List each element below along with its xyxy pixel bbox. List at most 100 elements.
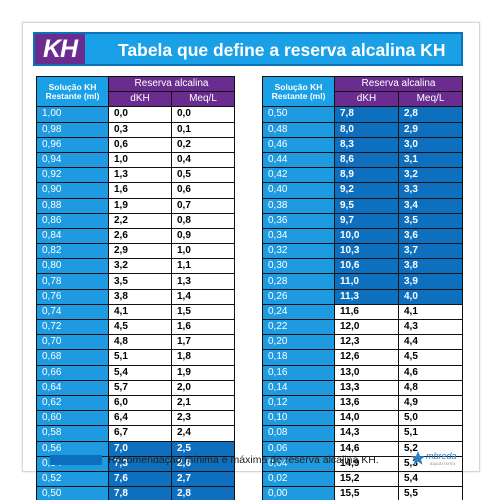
column-header-dkh: dKH <box>334 91 399 108</box>
table-row: 1,00 0,0 0,0 <box>36 106 235 123</box>
table-row: 0,80 3,2 1,1 <box>36 258 235 275</box>
solution-cell: 0,72 <box>36 318 109 336</box>
meq-cell: 2,0 <box>171 379 235 396</box>
table-row: 0,84 2,6 0,9 <box>36 227 235 245</box>
solution-cell: 0,90 <box>36 182 109 199</box>
solution-cell: 0,08 <box>262 425 335 442</box>
dkh-cell: 15,5 <box>334 486 399 500</box>
solution-cell: 0,24 <box>262 303 335 321</box>
solution-cell: 0,16 <box>262 364 335 381</box>
column-header-reserve: Reserva alcalina <box>334 75 463 93</box>
dkh-cell: 2,9 <box>108 243 172 260</box>
column-header-solution: Solução KH Restante (ml) <box>262 75 335 108</box>
meq-cell: 3,2 <box>398 167 463 184</box>
meq-cell: 2,1 <box>171 394 235 412</box>
column-header-dkh: dKH <box>108 91 172 108</box>
table-row: 0,62 6,0 2,1 <box>36 394 235 412</box>
brand-tagline: aquarismo <box>430 461 456 466</box>
dkh-cell: 0,0 <box>108 106 172 123</box>
table-row: 0,90 1,6 0,6 <box>36 182 235 199</box>
solution-cell: 0,58 <box>36 425 109 442</box>
solution-cell: 0,14 <box>262 379 335 396</box>
dkh-cell: 2,6 <box>108 227 172 245</box>
dkh-cell: 8,9 <box>334 167 399 184</box>
meq-cell: 3,7 <box>398 243 463 260</box>
table-row: 0,44 8,6 3,1 <box>262 151 463 169</box>
solution-cell: 0,38 <box>262 197 335 214</box>
meq-cell: 2,9 <box>398 121 463 138</box>
table-row: 0,08 14,3 5,1 <box>262 425 463 442</box>
table-row: 0,18 12,6 4,5 <box>262 349 463 366</box>
table-row: 0,96 0,6 0,2 <box>36 136 235 153</box>
solution-cell: 0,18 <box>262 349 335 366</box>
solution-cell: 0,50 <box>36 486 109 500</box>
solution-cell: 0,42 <box>262 167 335 184</box>
dkh-cell: 5,1 <box>108 349 172 366</box>
dkh-cell: 12,6 <box>334 349 399 366</box>
meq-cell: 3,0 <box>398 136 463 153</box>
solution-cell: 0,56 <box>36 440 109 457</box>
meq-cell: 0,5 <box>171 167 235 184</box>
meq-cell: 4,0 <box>398 288 463 305</box>
meq-cell: 0,0 <box>171 106 235 123</box>
solution-cell: 0,60 <box>36 410 109 427</box>
meq-cell: 1,1 <box>171 258 235 275</box>
dkh-cell: 3,8 <box>108 288 172 305</box>
dkh-cell: 13,6 <box>334 394 399 412</box>
dkh-cell: 12,3 <box>334 334 399 351</box>
solution-cell: 0,52 <box>36 470 109 488</box>
dkh-cell: 15,2 <box>334 470 399 488</box>
column-header-reserve: Reserva alcalina <box>108 75 235 93</box>
table-row: 0,20 12,3 4,4 <box>262 334 463 351</box>
meq-cell: 0,6 <box>171 182 235 199</box>
solution-cell: 0,32 <box>262 243 335 260</box>
dkh-cell: 8,3 <box>334 136 399 153</box>
kh-logo: KH <box>35 34 85 64</box>
dkh-cell: 1,9 <box>108 197 172 214</box>
solution-cell: 0,94 <box>36 151 109 169</box>
dkh-cell: 9,5 <box>334 197 399 214</box>
dkh-cell: 4,8 <box>108 334 172 351</box>
table-row: 0,42 8,9 3,2 <box>262 167 463 184</box>
solution-cell: 0,84 <box>36 227 109 245</box>
table-row: 0,88 1,9 0,7 <box>36 197 235 214</box>
table-row: 0,74 4,1 1,5 <box>36 303 235 321</box>
column-header-solution: Solução KH Restante (ml) <box>36 75 109 108</box>
dkh-cell: 5,4 <box>108 364 172 381</box>
table-row: 0,50 7,8 2,8 <box>36 486 235 500</box>
table-row: 0,50 7,8 2,8 <box>262 106 463 123</box>
table-row: 0,26 11,3 4,0 <box>262 288 463 305</box>
solution-cell: 0,68 <box>36 349 109 366</box>
table-row: 0,66 5,4 1,9 <box>36 364 235 381</box>
column-header-solution-line2: Restante (ml) <box>45 90 100 101</box>
solution-cell: 0,22 <box>262 318 335 336</box>
solution-cell: 0,26 <box>262 288 335 305</box>
meq-cell: 3,5 <box>398 212 463 229</box>
solution-cell: 0,86 <box>36 212 109 229</box>
solution-cell: 0,00 <box>262 486 335 500</box>
dkh-cell: 3,5 <box>108 273 172 290</box>
dkh-cell: 12,0 <box>334 318 399 336</box>
column-header-solution-line1: Solução KH <box>48 81 97 92</box>
table-row: 0,24 11,6 4,1 <box>262 303 463 321</box>
solution-cell: 0,46 <box>262 136 335 153</box>
meq-cell: 2,3 <box>171 410 235 427</box>
dkh-cell: 10,0 <box>334 227 399 245</box>
solution-cell: 0,20 <box>262 334 335 351</box>
solution-cell: 0,74 <box>36 303 109 321</box>
table-row: 0,36 9,7 3,5 <box>262 212 463 229</box>
meq-cell: 4,1 <box>398 303 463 321</box>
table-row: 0,12 13,6 4,9 <box>262 394 463 412</box>
table-row: 0,32 10,3 3,7 <box>262 243 463 260</box>
solution-cell: 0,12 <box>262 394 335 412</box>
table-row: 0,86 2,2 0,8 <box>36 212 235 229</box>
dkh-cell: 9,2 <box>334 182 399 199</box>
table-row: 0,82 2,9 1,0 <box>36 243 235 260</box>
meq-cell: 2,8 <box>398 106 463 123</box>
meq-cell: 2,7 <box>171 470 235 488</box>
dkh-cell: 4,1 <box>108 303 172 321</box>
solution-cell: 0,78 <box>36 273 109 290</box>
table-row: 0,60 6,4 2,3 <box>36 410 235 427</box>
table-row: 0,48 8,0 2,9 <box>262 121 463 138</box>
meq-cell: 0,4 <box>171 151 235 169</box>
